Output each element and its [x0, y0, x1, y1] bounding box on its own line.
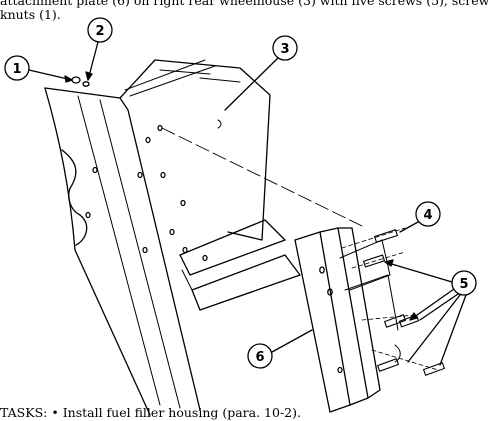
callout-5-label: 5: [459, 277, 468, 292]
screws: [341, 227, 445, 376]
callout-4-label: 4: [423, 208, 432, 223]
attachment-plate-6: [294, 227, 399, 413]
callout-4: 4: [399, 201, 441, 233]
intro-line-2: knuts (1).: [0, 7, 61, 22]
followon-tasks: TASKS: • Install fuel filler housing (pa…: [0, 406, 492, 420]
alignment-line: [161, 127, 363, 227]
wheelhouse-3: [119, 59, 301, 311]
callout-6-label: 6: [255, 350, 264, 365]
intro-line-1: attachment plate (6) on right rear wheel…: [0, 0, 492, 8]
followon-bullet: •: [51, 405, 59, 420]
followon-text: Install fuel filler housing (para. 10-2)…: [62, 405, 301, 420]
nut-and-washer: [71, 76, 90, 87]
callout-3-label: 3: [280, 42, 289, 57]
callout-2: 2: [85, 17, 113, 81]
wheelhouse-panel: [44, 87, 201, 416]
callout-3: 3: [224, 35, 298, 111]
callout-5: 5: [384, 259, 477, 366]
callout-6: 6: [247, 329, 313, 369]
intro-text: attachment plate (6) on right rear wheel…: [0, 0, 492, 22]
followon-label: TASKS:: [0, 405, 48, 420]
callout-2-label: 2: [95, 24, 104, 39]
callout-1: 1: [4, 55, 73, 83]
callout-1-label: 1: [12, 62, 21, 77]
